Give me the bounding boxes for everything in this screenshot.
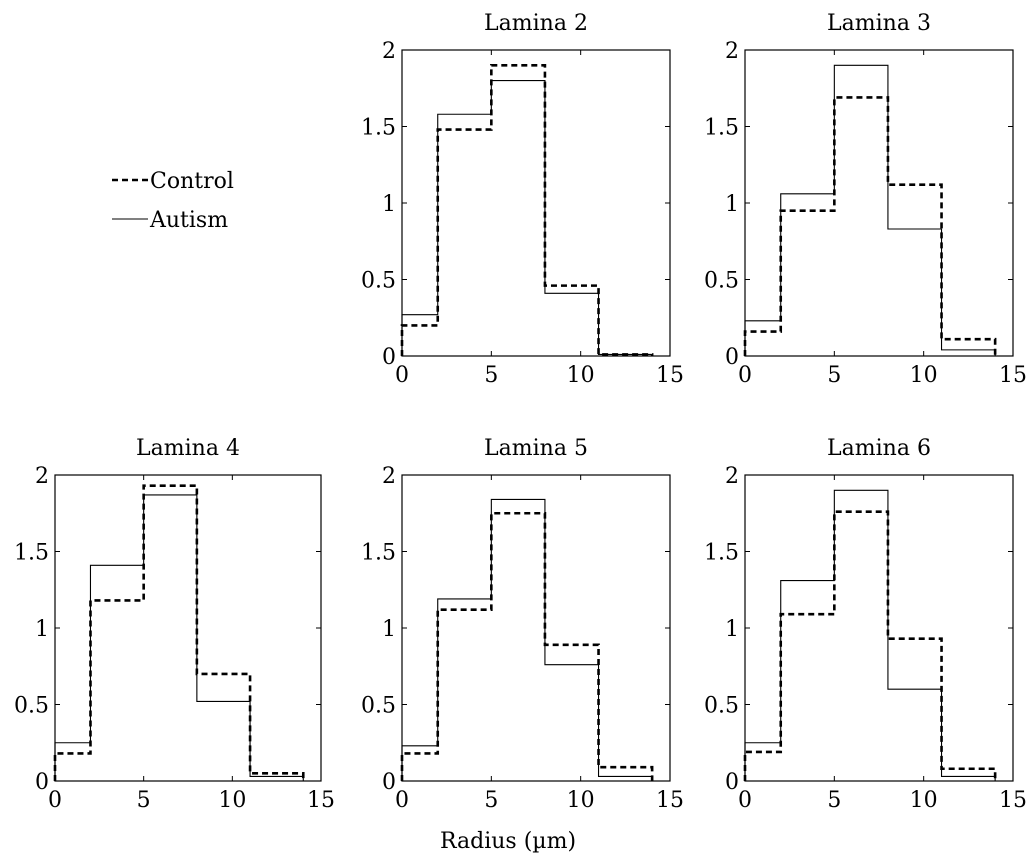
series-autism-line <box>744 64 996 356</box>
y-tick-label: 0.5 <box>704 269 739 294</box>
y-tick-label: 0 <box>382 345 396 370</box>
y-tick-label: 1 <box>382 617 396 642</box>
x-tick-label: 0 <box>48 788 62 813</box>
y-tick-label: 2 <box>35 464 49 489</box>
panel-title: Lamina 6 <box>827 436 931 461</box>
y-tick-label: 2 <box>382 39 396 64</box>
x-tick-label: 5 <box>827 363 841 388</box>
y-tick-label: 1.5 <box>704 541 739 566</box>
series-autism-line <box>401 80 653 356</box>
series-autism-line <box>401 498 653 781</box>
panel-title: Lamina 3 <box>827 11 931 36</box>
series-autism-line <box>744 489 996 781</box>
series-control-line <box>743 96 997 356</box>
series-control-line <box>400 64 654 356</box>
plot-frame <box>54 474 322 782</box>
plot-frame <box>401 474 671 782</box>
plot-frame <box>401 49 671 357</box>
x-axis-label: Radius (µm) <box>440 829 576 854</box>
legend-label-control: Control <box>150 169 234 194</box>
y-tick-label: 1.5 <box>704 116 739 141</box>
legend: Control Autism <box>112 169 234 233</box>
x-tick-label: 5 <box>484 363 498 388</box>
panel-title: Lamina 2 <box>484 11 588 36</box>
y-tick-label: 0 <box>725 770 739 795</box>
panel-2: Lamina 3 0 0.5 1 1.5 2 0 5 10 15 <box>704 11 1027 388</box>
series-autism-line <box>54 494 304 781</box>
y-tick-label: 1 <box>725 617 739 642</box>
x-tick-label: 15 <box>999 788 1027 813</box>
y-tick-label: 2 <box>382 464 396 489</box>
x-tick-label: 15 <box>656 788 684 813</box>
x-tick-label: 15 <box>656 363 684 388</box>
panel-4: Lamina 5 0 0.5 1 1.5 2 0 5 10 15 <box>361 436 684 813</box>
x-tick-label: 10 <box>910 788 938 813</box>
y-tick-label: 0 <box>382 770 396 795</box>
y-tick-label: 1 <box>382 192 396 217</box>
plot-frame <box>744 49 1014 357</box>
y-tick-label: 1 <box>35 617 49 642</box>
y-tick-label: 0.5 <box>361 694 396 719</box>
y-tick-label: 2 <box>725 39 739 64</box>
panel-title: Lamina 5 <box>484 436 588 461</box>
y-tick-label: 0.5 <box>704 694 739 719</box>
y-tick-label: 1.5 <box>361 116 396 141</box>
x-tick-label: 10 <box>567 363 595 388</box>
panel-5: Lamina 6 0 0.5 1 1.5 2 0 5 10 15 <box>704 436 1027 813</box>
y-tick-label: 1 <box>725 192 739 217</box>
y-tick-label: 1.5 <box>14 541 49 566</box>
y-tick-label: 0 <box>35 770 49 795</box>
x-tick-label: 0 <box>395 788 409 813</box>
series-control-line <box>53 484 305 781</box>
y-tick-label: 1.5 <box>361 541 396 566</box>
x-tick-label: 0 <box>738 788 752 813</box>
legend-label-autism: Autism <box>149 208 228 233</box>
x-tick-label: 15 <box>307 788 335 813</box>
series-control-line <box>743 510 997 781</box>
x-tick-label: 5 <box>484 788 498 813</box>
x-tick-label: 10 <box>218 788 246 813</box>
x-tick-label: 5 <box>827 788 841 813</box>
x-tick-label: 10 <box>910 363 938 388</box>
panel-3: Lamina 4 0 0.5 1 1.5 2 0 5 10 15 <box>14 436 335 813</box>
x-tick-label: 0 <box>395 363 409 388</box>
series-control-line <box>400 511 654 781</box>
plot-frame <box>744 474 1014 782</box>
panel-title: Lamina 4 <box>136 436 240 461</box>
y-tick-label: 2 <box>725 464 739 489</box>
panel-1: Lamina 2 0 0.5 1 1.5 2 0 5 10 15 <box>361 11 684 388</box>
y-tick-label: 0.5 <box>14 694 49 719</box>
x-tick-label: 10 <box>567 788 595 813</box>
x-tick-label: 15 <box>999 363 1027 388</box>
y-tick-label: 0 <box>725 345 739 370</box>
x-tick-label: 0 <box>738 363 752 388</box>
x-tick-label: 5 <box>137 788 151 813</box>
y-tick-label: 0.5 <box>361 269 396 294</box>
